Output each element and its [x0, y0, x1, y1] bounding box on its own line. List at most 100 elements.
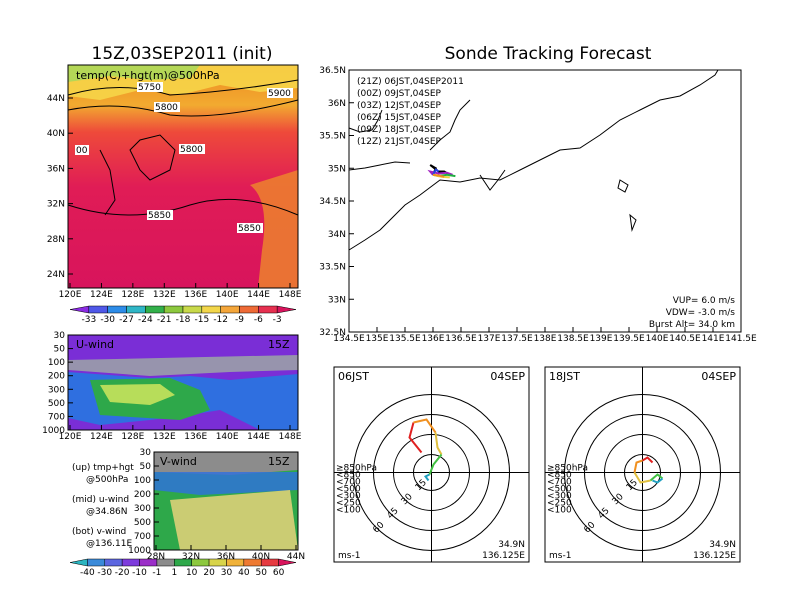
v-wind-panel: V-wind 15Z 28N 32N 36N 40N 44N 30 50 100 200 300… — [69, 448, 305, 578]
colorbar-swatch — [104, 558, 123, 567]
x-tick-label: 135.5E — [389, 334, 421, 344]
contour-label-bg — [154, 102, 180, 112]
y-tick-label: 1000 — [128, 546, 151, 556]
colorbar-swatch — [278, 558, 297, 567]
y-tick-label: 32N — [47, 200, 65, 210]
colorbar-swatch — [260, 558, 279, 567]
colorbar-swatch — [276, 305, 297, 314]
hodograph-lon: 136.125E — [693, 551, 736, 561]
x-tick-label: 128E — [121, 432, 144, 442]
hodograph-18jst: 18JST 04SEP15304560≥850hPa<850<700<500<30… — [544, 366, 741, 563]
x-tick-label: 148E — [279, 290, 302, 300]
u-wind-panel: U-wind 15Z 120E 124E 128E 132E 136E 140E 144E 1… — [42, 331, 302, 442]
temp-map-label: temp(C)+hgt(m)@500hPa — [76, 69, 220, 82]
colorbar-label: 1 — [171, 568, 177, 578]
colorbar-label: 20 — [203, 568, 215, 578]
y-tick-label: 1000 — [42, 426, 65, 436]
coldest-region — [68, 65, 200, 82]
colorbar-swatch — [174, 558, 192, 567]
x-tick-label: 132E — [153, 432, 176, 442]
colorbar-label: -40 — [80, 568, 95, 578]
v-wind-yellow — [170, 490, 298, 550]
init-title: 15Z,03SEP2011 (init) — [92, 44, 273, 64]
y-tick-label: 24N — [47, 270, 65, 280]
hodograph-trace — [423, 473, 430, 482]
x-tick-label: 140.5E — [669, 334, 701, 344]
x-tick-label: 124E — [90, 290, 113, 300]
colorbar-swatch — [88, 305, 108, 314]
colorbar-label: -27 — [119, 315, 134, 325]
u-wind-frame — [67, 334, 299, 431]
temp-map-y-ticks: 44N 40N 36N 32N 28N 24N — [47, 94, 73, 280]
hodograph-trace — [633, 459, 643, 473]
note-mid-1: (mid) u-wind — [72, 495, 129, 505]
y-tick-label: 50 — [54, 345, 66, 355]
colorbar-label: -24 — [138, 315, 153, 325]
hodograph-lat: 34.9N — [498, 540, 525, 550]
x-tick-label: 28N — [147, 552, 165, 562]
pressure-legend-item: <700 — [547, 478, 572, 488]
launch-list: (21Z) 06JST,04SEP2011 (00Z) 09JST,04SEP (0… — [357, 77, 464, 147]
hodograph-trace — [408, 422, 423, 454]
colorbar-label: -15 — [194, 315, 209, 325]
colorbar-label: 10 — [186, 568, 198, 578]
launch-entry: (00Z) 09JST,04SEP — [357, 89, 442, 99]
u-wind-label: U-wind — [76, 338, 114, 351]
colorbar-label: -30 — [100, 315, 115, 325]
y-tick-label: 33.5N — [319, 263, 346, 273]
pressure-legend-item: <300 — [547, 492, 572, 502]
v-wind-time: 15Z — [268, 455, 290, 468]
y-tick-label: 30 — [140, 448, 152, 458]
pressure-legend-item: <300 — [336, 492, 361, 502]
contour-label: 5800 — [155, 103, 178, 113]
contour-label-bg — [75, 145, 89, 155]
hodograph-lat: 34.9N — [709, 540, 736, 550]
launch-entry: (09Z) 18JST,04SEP — [357, 125, 442, 135]
contour-5800-line — [67, 99, 299, 117]
u-wind-jet — [68, 355, 298, 376]
contour-label-bg — [267, 88, 293, 98]
colorbar-swatch — [107, 305, 127, 314]
hodograph-units: ms-1 — [549, 551, 571, 561]
note-bot-2: @136.11E — [86, 539, 132, 549]
y-tick-label: 500 — [48, 399, 65, 409]
colorbar-swatch — [156, 558, 175, 567]
x-tick-label: 137E — [478, 334, 501, 344]
contour-label-bg — [137, 82, 163, 92]
x-tick-label: 138E — [534, 334, 557, 344]
pressure-legend-item: ≥850hPa — [336, 464, 377, 474]
hodograph-lon: 136.125E — [482, 551, 525, 561]
temp-map-x-ticks: 120E 124E 128E 132E 136E 140E 144E 148E — [59, 283, 302, 300]
colorbar-swatch — [126, 305, 146, 314]
vdw-text: VDW= -3.0 m/s — [666, 308, 736, 318]
contour-label-bg — [147, 210, 173, 220]
x-tick-label: 140E — [646, 334, 669, 344]
contour-label: 5850 — [238, 224, 261, 234]
colorbar-swatch — [69, 558, 88, 567]
x-tick-label: 132E — [153, 290, 176, 300]
x-tick-label: 140E — [216, 432, 239, 442]
contour-label: 5850 — [148, 211, 171, 221]
sonde-coastlines — [348, 69, 719, 251]
launch-entry: (21Z) 06JST,04SEP2011 — [357, 77, 464, 87]
colorbar-swatch — [163, 305, 184, 314]
y-tick-label: 500 — [134, 518, 151, 528]
sonde-x-ticks: 134.5E 135E 135.5E 136E 136.5E 137E 137.5E 138E… — [333, 327, 757, 344]
contour-5750-line — [67, 79, 299, 96]
x-tick-label: 136E — [184, 432, 207, 442]
x-tick-label: 136.5E — [445, 334, 477, 344]
x-tick-label: 32N — [182, 552, 200, 562]
hodograph-trace — [413, 418, 437, 434]
pressure-legend-item: <850 — [336, 471, 361, 481]
u-wind-light-core — [100, 384, 175, 405]
launch-entry: (12Z) 21JST,04SEP — [357, 137, 442, 147]
x-tick-label: 139.5E — [613, 334, 645, 344]
hodograph-date: 04SEP — [701, 370, 736, 383]
main-title: Sonde Tracking Forecast — [445, 44, 652, 64]
x-tick-label: 120E — [59, 290, 82, 300]
y-tick-label: 50 — [140, 462, 152, 472]
y-tick-label: 32.5N — [319, 328, 346, 338]
x-tick-label: 40N — [252, 552, 270, 562]
